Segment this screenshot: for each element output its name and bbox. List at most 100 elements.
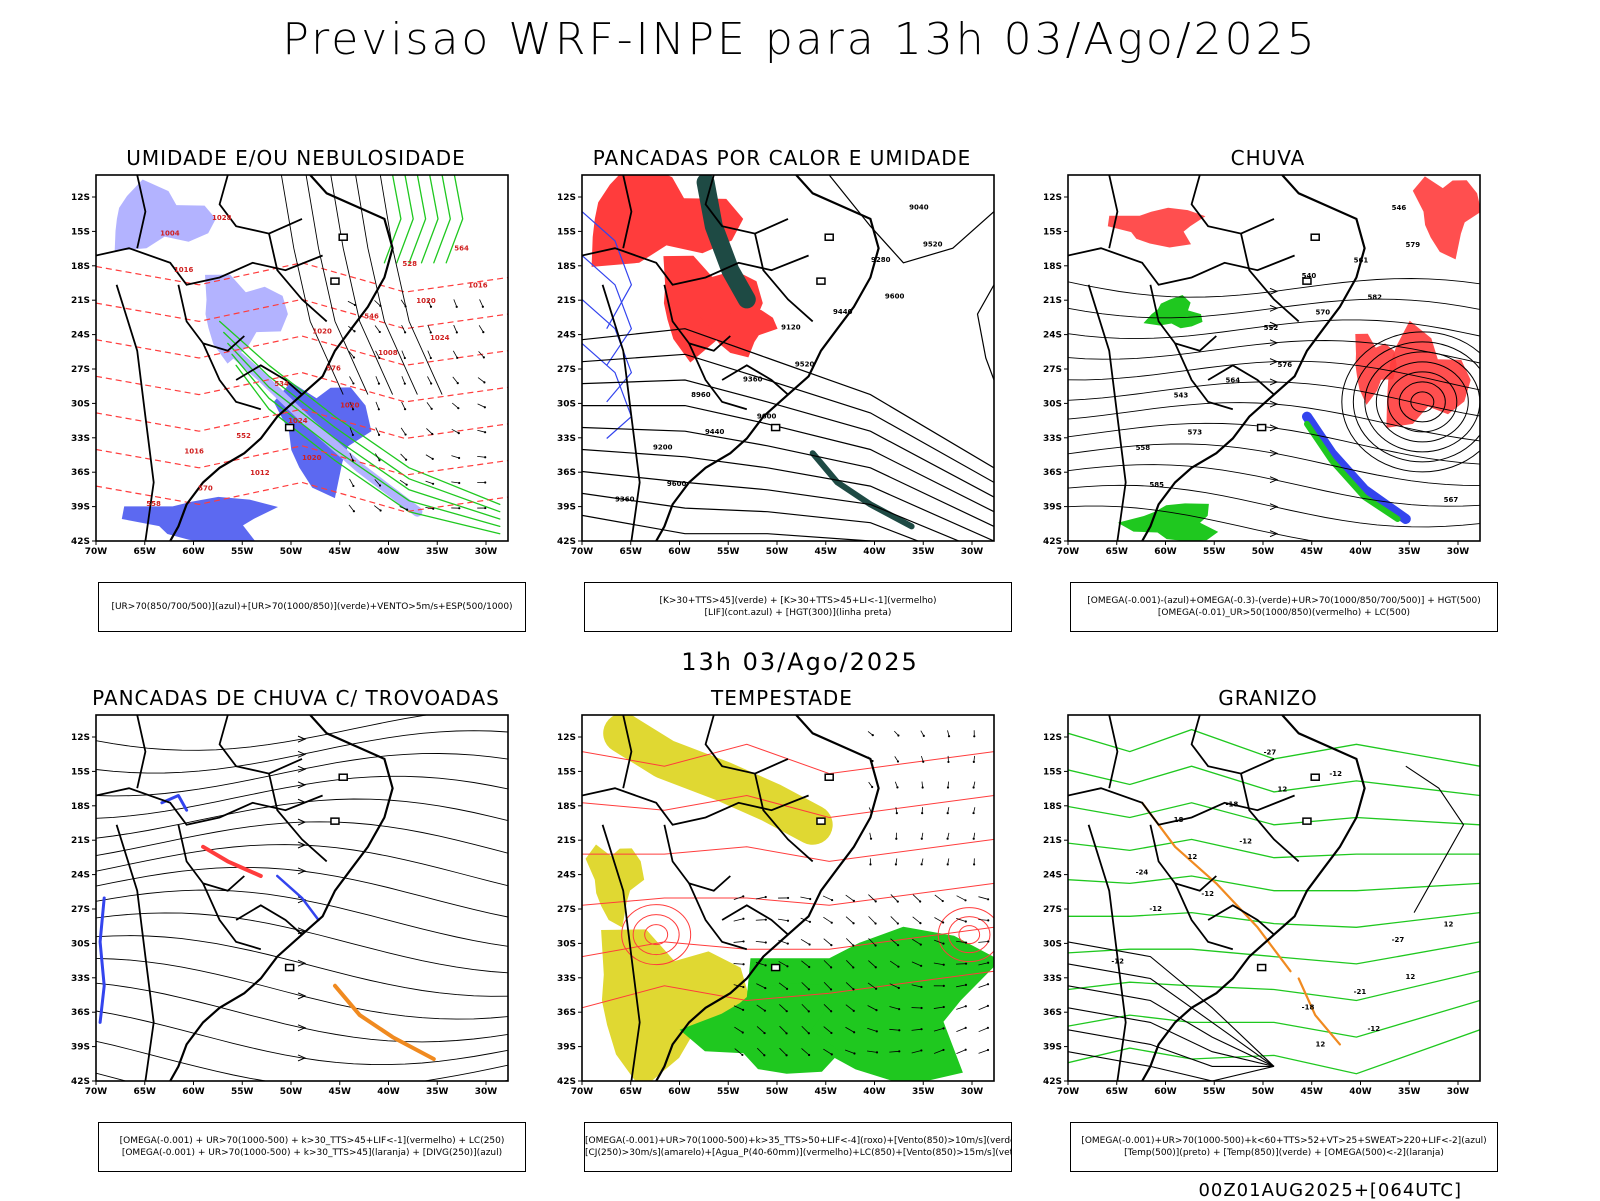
contour-label: 12 [1444,921,1454,929]
wind-vector-head [830,1010,832,1012]
lat-label: 24S [557,331,576,341]
humidity-1000-contour [397,175,413,263]
wind-vector [402,351,405,358]
temp850-contour [1068,766,1480,795]
map-frame [1068,715,1480,1081]
contour-label: -12 [1239,838,1252,846]
lat-label: 15S [557,767,576,777]
wind-vector-head [431,433,433,435]
wind-vector-head [852,944,854,946]
lake-marker [331,818,339,824]
lifting-condensation-contour [582,883,994,905]
wind-vector [979,1006,988,1010]
wind-vector [427,402,432,408]
wind-vector [374,506,380,511]
wind-vector-head [785,1032,787,1034]
lon-label: 40W [377,547,400,557]
contour-label: 9520 [795,360,815,368]
contour-label: 1004 [160,229,180,237]
legend-box: [UR>70(850/700/500)](azul)+[UR>70(1000/8… [98,582,526,632]
wind-vector-head [875,988,877,990]
lat-label: 21S [71,836,90,846]
wind-vector-head [831,899,833,901]
lake-marker [825,234,833,240]
contour-label: 576 [326,365,341,373]
wind-vector [480,299,483,306]
contour-label: 9360 [743,376,763,384]
lat-label: 18S [71,802,90,812]
shower-area [335,986,434,1059]
lon-label: 30W [475,1087,498,1097]
contour-label: -12 [1367,1025,1380,1033]
wind-vector [478,404,485,407]
lat-label: 39S [557,1043,576,1053]
lon-label: 40W [1349,547,1372,557]
lat-label: 42S [71,1077,90,1087]
lat-label: 39S [1043,503,1062,513]
wind-vector-head [405,459,407,461]
omega500-area [1142,803,1290,971]
country-border [755,234,813,322]
contour-label: -12 [1111,957,1124,965]
omega-area [1144,295,1203,328]
lat-label: 24S [1043,331,1062,341]
lat-label: 39S [1043,1043,1062,1053]
contour-label: 1020 [302,454,322,462]
country-border [1150,825,1216,891]
wind-vector [454,299,457,306]
wind-vector-head [482,331,484,333]
wind-vector-head [920,1007,922,1009]
lat-label: 12S [557,733,576,743]
contour-label: 9360 [615,496,635,504]
legend-line: [K>30+TTS>45](verde) + [K>30+TTS>45+LI<-… [585,595,1011,607]
wind-vector-head [972,786,974,788]
wind-vector [477,456,485,457]
wind-vector-head [973,761,975,763]
lat-label: 36S [557,1008,576,1018]
lat-label: 27S [71,365,90,375]
wind-vector-head [379,484,381,486]
contour-label: 570 [198,485,213,493]
wind-vector [956,1050,965,1054]
wind-vector [402,325,406,332]
wind-vector [401,454,407,460]
contour-label: 564 [454,245,469,253]
rain-area [1108,208,1206,248]
country-border [1109,715,1117,788]
contour-label: 546 [1392,204,1407,212]
contour-label: 570 [1316,309,1331,317]
wind-vector-head [920,943,922,945]
legend-line: [UR>70(850/700/500)](azul)+[UR>70(1000/8… [99,601,525,613]
wind-vector-head [852,966,854,968]
wind-vector-head [922,786,924,788]
lon-label: 40W [377,1087,400,1097]
lon-label: 45W [815,1087,838,1097]
wind-vector-head [404,383,406,385]
legend-line: [CJ(250)>30m/s](amarelo)+[Agua_P(40-60mm… [585,1147,1011,1159]
wind-vector-head [785,1054,787,1056]
lon-label: 30W [475,547,498,557]
wind-vector [979,984,988,987]
wind-vector-head [874,922,876,924]
wind-vector-head [853,1010,855,1012]
contour-label: 576 [1277,361,1292,369]
lon-label: 70W [571,1087,594,1097]
lake-marker [286,965,294,971]
wind-vector [402,402,405,409]
jet-stream-area [601,929,750,1089]
wind-vector-head [875,900,877,902]
contour-label: 9520 [923,240,943,248]
contour-label: 12 [1316,1040,1326,1048]
lat-label: 18S [1043,802,1062,812]
lat-label: 12S [1043,193,1062,203]
wind-vector-head [763,1032,765,1034]
lon-label: 35W [426,1087,449,1097]
lat-label: 18S [1043,262,1062,272]
streamline [96,913,508,973]
wind-vector-head [353,510,355,512]
wind-vector-head [352,434,354,436]
lon-label: 40W [863,547,886,557]
lon-label: 70W [85,547,108,557]
panel-title: UMIDADE E/OU NEBULOSIDADE [56,146,536,170]
